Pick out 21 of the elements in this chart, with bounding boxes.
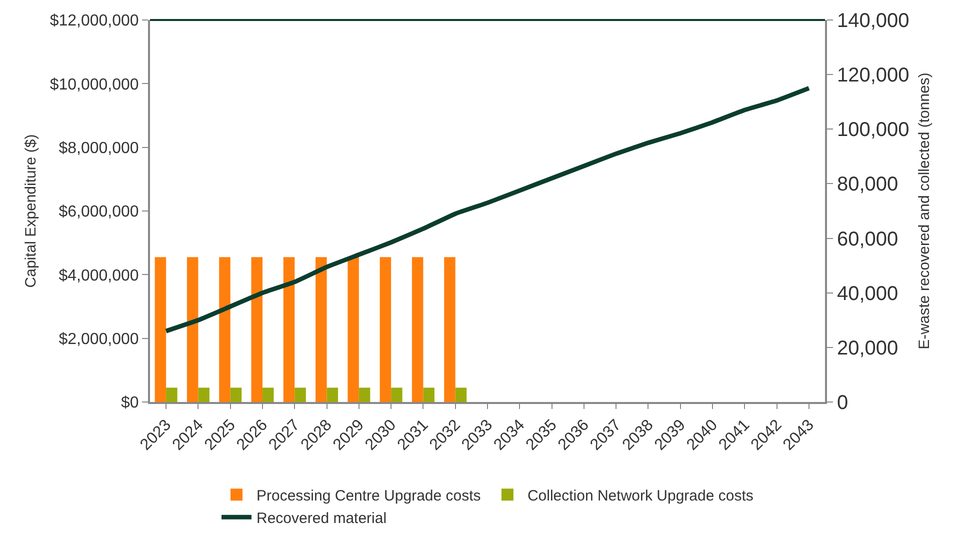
y-tick-label: $4,000,000 (58, 267, 139, 284)
y2-tick-label: 40,000 (837, 282, 898, 305)
y2-axis-title: E-waste recovered and collected (tonnes) (916, 72, 933, 350)
y2-tick-label: 0 (837, 392, 848, 414)
y2-tick-label: 120,000 (837, 64, 910, 87)
legend-label: Processing Centre Upgrade costs (256, 488, 481, 504)
y-tick-label: $8,000,000 (58, 140, 139, 157)
y-tick-label: $10,000,000 (50, 76, 139, 94)
y-tick-label: $6,000,000 (58, 204, 139, 221)
y2-tick-label: 20,000 (837, 337, 898, 360)
y-tick-label: $12,000,000 (50, 12, 139, 30)
y2-tick-label: 100,000 (837, 119, 910, 142)
y-tick-label: $2,000,000 (58, 330, 139, 348)
y-tick-label: $0 (121, 394, 139, 412)
y2-tick-label: 60,000 (837, 228, 898, 250)
y-axis-title: Capital Expenditure ($) (22, 134, 40, 288)
legend-label: Collection Network Upgrade costs (527, 488, 754, 504)
line-series (164, 86, 812, 334)
y2-tick-label: 80,000 (837, 174, 898, 196)
y2-tick-label: 140,000 (837, 10, 910, 32)
legend-label: Recovered material (256, 510, 387, 527)
